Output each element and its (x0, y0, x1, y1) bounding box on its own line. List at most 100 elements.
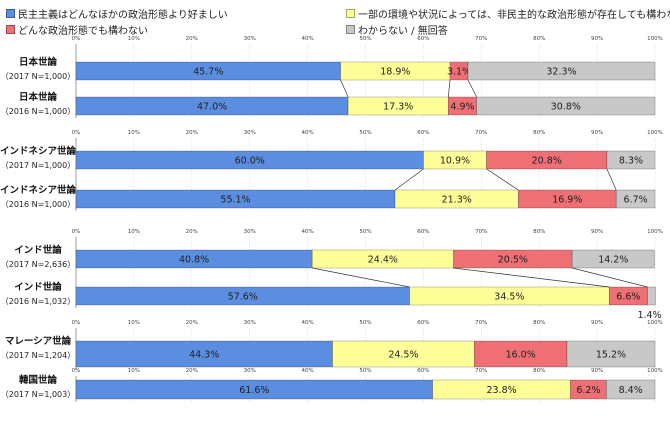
x-tick-label: 100% (647, 320, 663, 326)
x-tick-label: 100% (647, 368, 663, 374)
x-tick-label: 50% (359, 320, 371, 326)
legend-item-any-form-ok: どんな政治形態でも構わない (6, 22, 148, 37)
data-label: 40.8% (179, 255, 209, 266)
data-label: 6.2% (576, 385, 600, 396)
x-tick-label: 10% (128, 368, 140, 374)
data-label: 45.7% (193, 67, 223, 78)
legend-label: どんな政治形態でも構わない (18, 26, 148, 37)
x-tick-label: 70% (475, 36, 487, 42)
x-tick-label: 30% (244, 130, 256, 136)
x-tick-label: 80% (533, 229, 545, 235)
x-tick-label: 70% (475, 320, 487, 326)
bar-segment (608, 286, 648, 306)
category-sublabel: （2016 N=1,000） (1, 107, 76, 116)
x-tick-label: 40% (301, 368, 313, 374)
x-tick-label: 20% (186, 320, 198, 326)
data-label: 6.7% (624, 195, 648, 206)
x-tick-label: 90% (591, 130, 603, 136)
x-tick-label: 90% (591, 36, 603, 42)
x-tick-label: 100% (647, 36, 663, 42)
bar-segment (647, 286, 656, 306)
connector-line (453, 267, 610, 288)
x-tick-label: 20% (186, 130, 198, 136)
legend-swatch (346, 9, 355, 18)
legend-label: 一部の環境や状況によっては、非民主的な政治形態が存在しても構わない (358, 10, 670, 21)
connector-line (447, 79, 451, 98)
legend-swatch (6, 9, 15, 18)
data-label: 57.6% (228, 292, 258, 303)
data-label: 8.4% (619, 385, 643, 396)
x-tick-label: 60% (417, 368, 429, 374)
x-tick-label: 0% (72, 320, 81, 326)
data-label: 32.3% (546, 67, 576, 78)
connector-line (312, 267, 410, 288)
x-tick-label: 80% (533, 36, 545, 42)
bar-segment (606, 150, 656, 170)
x-tick-label: 60% (417, 130, 429, 136)
legend-label: わからない / 無回答 (358, 26, 448, 37)
chart-legend: 民主主義はどんなほかの政治形態より好ましい 一部の環境や状況によっては、非民主的… (0, 0, 670, 38)
data-label: 55.1% (220, 195, 250, 206)
x-tick-label: 90% (591, 368, 603, 374)
bar-segment (606, 379, 656, 400)
category-label: インド世論 (14, 244, 62, 256)
x-tick-label: 0% (72, 36, 81, 42)
data-label: 23.8% (486, 385, 516, 396)
x-tick-label: 0% (72, 368, 81, 374)
x-tick-label: 50% (359, 368, 371, 374)
x-tick-label: 20% (186, 36, 198, 42)
data-label: 16.9% (552, 195, 582, 206)
x-tick-label: 40% (301, 320, 313, 326)
legend-label: 民主主義はどんなほかの政治形態より好ましい (18, 10, 228, 21)
category-label: インド世論 (14, 281, 62, 293)
x-tick-label: 50% (359, 229, 371, 235)
x-tick-label: 30% (244, 320, 256, 326)
data-label: 16.0% (506, 350, 536, 361)
data-label: 61.6% (239, 385, 269, 396)
data-label: 6.6% (616, 292, 640, 303)
category-label: 韓国世論 (19, 374, 58, 386)
category-label: 日本世論 (19, 91, 58, 103)
data-label: 8.3% (619, 156, 643, 167)
connector-line (340, 79, 349, 98)
bar-segment (566, 340, 656, 368)
x-tick-label: 20% (186, 368, 198, 374)
connector-line (572, 267, 648, 288)
data-label: 47.0% (197, 102, 227, 113)
category-sublabel: （2017 N=1,000） (1, 161, 76, 170)
connector-line (394, 168, 424, 191)
data-label: 17.3% (383, 102, 413, 113)
category-label: インドネシア世論 (0, 184, 76, 196)
x-tick-label: 10% (128, 130, 140, 136)
category-label: 日本世論 (19, 56, 58, 68)
x-tick-label: 80% (533, 130, 545, 136)
x-tick-label: 10% (128, 320, 140, 326)
data-label: 20.5% (498, 255, 528, 266)
legend-item-nondemocratic-acceptable: 一部の環境や状況によっては、非民主的な政治形態が存在しても構わない (346, 6, 670, 21)
x-tick-label: 30% (244, 368, 256, 374)
category-sublabel: （2017 N=1,204） (1, 351, 76, 360)
category-label: インドネシア世論 (0, 145, 76, 157)
legend-item-dont-know: わからない / 無回答 (346, 22, 448, 37)
data-label: 24.5% (388, 350, 418, 361)
bar-segment (615, 189, 656, 209)
x-tick-label: 60% (417, 229, 429, 235)
data-label: 18.9% (380, 67, 410, 78)
x-tick-label: 80% (533, 320, 545, 326)
x-tick-label: 100% (647, 130, 663, 136)
x-tick-label: 30% (244, 229, 256, 235)
category-label: マレーシア世論 (5, 335, 72, 347)
bar-segment (571, 249, 655, 269)
data-label: 10.9% (440, 156, 470, 167)
x-tick-label: 50% (359, 36, 371, 42)
x-tick-label: 70% (475, 229, 487, 235)
bar-segment (474, 340, 568, 368)
x-tick-label: 10% (128, 229, 140, 235)
x-tick-label: 30% (244, 36, 256, 42)
data-label: 30.8% (551, 102, 581, 113)
category-sublabel: （2017 N=2,636） (1, 260, 76, 269)
x-tick-label: 70% (475, 368, 487, 374)
x-tick-label: 100% (647, 229, 663, 235)
data-label: 15.2% (596, 350, 626, 361)
